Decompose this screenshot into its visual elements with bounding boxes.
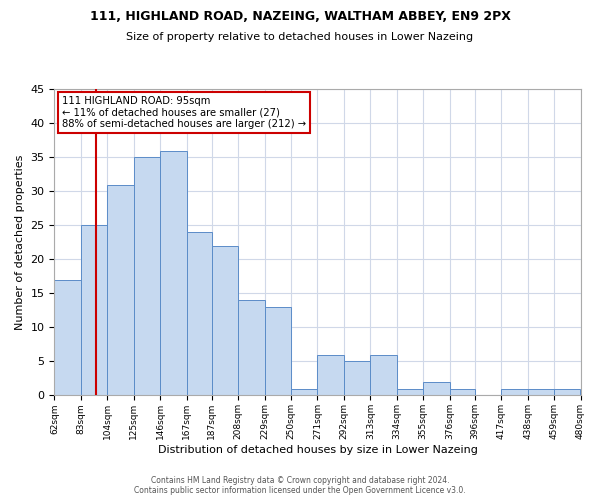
Bar bbox=[317, 354, 344, 396]
Bar bbox=[554, 388, 580, 396]
Bar bbox=[134, 158, 160, 396]
Bar bbox=[160, 150, 187, 396]
Bar bbox=[397, 388, 423, 396]
Bar bbox=[187, 232, 212, 396]
Bar bbox=[291, 388, 317, 396]
Bar bbox=[370, 354, 397, 396]
Text: 111 HIGHLAND ROAD: 95sqm
← 11% of detached houses are smaller (27)
88% of semi-d: 111 HIGHLAND ROAD: 95sqm ← 11% of detach… bbox=[62, 96, 307, 129]
Bar bbox=[107, 184, 134, 396]
Bar bbox=[265, 307, 291, 396]
Text: Size of property relative to detached houses in Lower Nazeing: Size of property relative to detached ho… bbox=[127, 32, 473, 42]
Bar bbox=[449, 388, 475, 396]
Text: 111, HIGHLAND ROAD, NAZEING, WALTHAM ABBEY, EN9 2PX: 111, HIGHLAND ROAD, NAZEING, WALTHAM ABB… bbox=[89, 10, 511, 23]
Bar bbox=[212, 246, 238, 396]
Bar bbox=[423, 382, 449, 396]
Text: Contains HM Land Registry data © Crown copyright and database right 2024.
Contai: Contains HM Land Registry data © Crown c… bbox=[134, 476, 466, 495]
X-axis label: Distribution of detached houses by size in Lower Nazeing: Distribution of detached houses by size … bbox=[158, 445, 478, 455]
Bar bbox=[81, 226, 107, 396]
Bar bbox=[501, 388, 527, 396]
Bar bbox=[527, 388, 554, 396]
Bar bbox=[344, 362, 370, 396]
Y-axis label: Number of detached properties: Number of detached properties bbox=[15, 155, 25, 330]
Bar bbox=[55, 280, 81, 396]
Bar bbox=[238, 300, 265, 396]
